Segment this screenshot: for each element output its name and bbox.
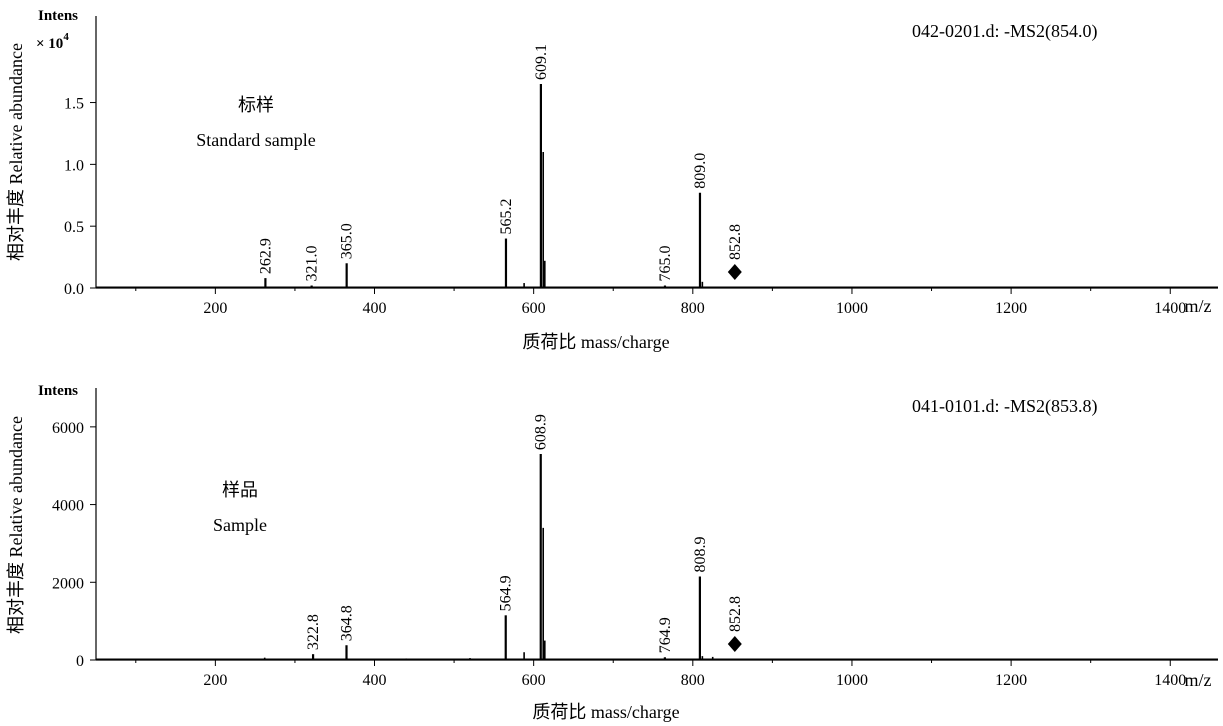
x-tick-label: 1200 [995,672,1027,689]
y-tick-label: 0.0 [64,281,84,298]
precursor-marker [727,636,742,652]
peak-label: 808.9 [692,536,709,572]
x-axis-title: 质荷比 mass/charge [522,332,669,352]
y-tick-label: 1.5 [64,96,84,113]
peak-label: 565.2 [498,199,515,235]
peak-label: 764.9 [657,617,674,653]
peak-label: 262.9 [257,238,274,274]
peak-label: 852.8 [727,596,744,632]
y-tick-label: 0.5 [64,219,84,236]
axes [95,16,1218,289]
y-scale-label: × 104 [36,31,69,52]
x-unit-label: m/z [1185,670,1212,690]
y-tick-label: 4000 [52,498,84,515]
panel-sample: Intens 041-0101.d: -MS2(853.8) 样品 Sample… [6,383,1218,722]
sample-label-cn: 标样 [238,95,274,115]
x-tick-label: 200 [203,672,227,689]
peak-label: 609.1 [533,44,550,80]
peak-label: 322.8 [305,614,322,650]
x-tick-label: 400 [363,300,387,317]
x-tick-label: 200 [203,300,227,317]
y-tick-label: 0 [76,653,84,670]
x-axis-title: 质荷比 mass/charge [532,702,679,722]
axes [95,388,1218,661]
x-tick-label: 1000 [836,300,868,317]
peak-label: 809.0 [692,153,709,189]
peak-label: 852.8 [727,224,744,260]
x-tick-label: 1000 [836,672,868,689]
peak-label: 365.0 [339,223,356,259]
x-tick-label: 600 [522,300,546,317]
x-tick-label: 1400 [1154,672,1186,689]
sample-label-cn: 样品 [222,480,258,500]
panel-standard: Intens × 104 042-0201.d: -MS2(854.0) 标样 … [6,8,1218,352]
y-unit-label: Intens [38,383,78,399]
peak-label: 608.9 [533,414,550,450]
peak-label: 321.0 [304,246,321,282]
x-tick-label: 1400 [1154,300,1186,317]
y-scale-base: × 10 [36,36,63,52]
y-axis-title: 相对丰度 Relative abundance [6,416,26,634]
peaks: 322.8 364.8 564.9 608.9 764.9 808.9 852.8 [96,414,1218,660]
y-tick-label: 6000 [52,420,84,437]
x-tick-label: 800 [681,300,705,317]
y-unit-label: Intens [38,8,78,24]
x-tick-label: 600 [522,672,546,689]
x-tick-label: 800 [681,672,705,689]
y-scale-exponent: 4 [63,31,69,43]
ticks: 200 400 600 800 1000 1200 1400 0.0 0.5 1.0 1.5 [64,96,1186,317]
x-tick-label: 400 [363,672,387,689]
y-axis-title: 相对丰度 Relative abundance [6,43,26,261]
peaks: 262.9 321.0 365.0 565.2 609.1 765.0 809.0 852.8 [96,44,1218,288]
sample-label-en: Standard sample [196,130,315,150]
y-tick-label: 2000 [52,575,84,592]
peak-label: 564.9 [498,575,515,611]
spectrum-annotation: 042-0201.d: -MS2(854.0) [912,21,1098,42]
sample-label-en: Sample [213,515,267,535]
precursor-marker [727,264,742,280]
y-tick-label: 1.0 [64,157,84,174]
ticks: 200 400 600 800 1000 1200 1400 0 2000 4000 6000 [52,420,1186,689]
peak-label: 765.0 [657,246,674,282]
x-unit-label: m/z [1185,296,1212,316]
peak-label: 364.8 [339,605,356,641]
spectrum-annotation: 041-0101.d: -MS2(853.8) [912,396,1098,417]
x-tick-label: 1200 [995,300,1027,317]
